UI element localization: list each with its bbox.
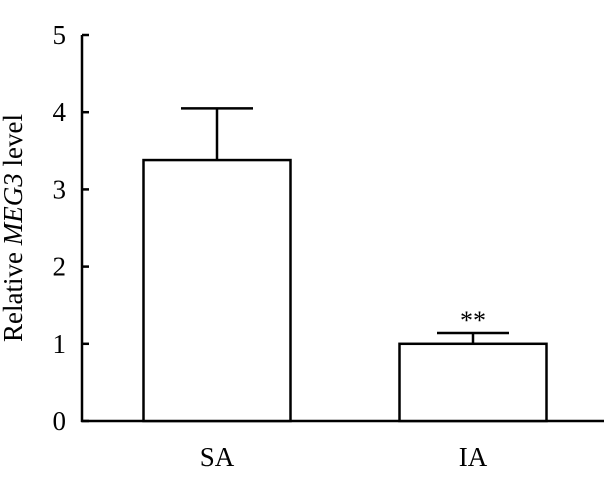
y-axis-title-gene: MEG3 [0, 173, 28, 246]
x-tick-label-ia: IA [459, 442, 488, 472]
x-tick-label-sa: SA [200, 442, 235, 472]
y-ticks: 0 1 2 3 4 5 [53, 20, 89, 436]
bar-ia [398, 342, 548, 423]
y-tick-label: 5 [53, 20, 67, 50]
y-tick-label: 4 [53, 97, 67, 127]
y-tick-label: 1 [53, 329, 67, 359]
x-tick-labels: SA IA [200, 442, 488, 472]
bars: ** [142, 107, 548, 423]
y-axis-title: Relative MEG3 level [0, 114, 28, 342]
y-tick-label: 0 [53, 406, 67, 436]
y-axis-title-prefix: Relative [0, 245, 28, 342]
bar-sa [142, 158, 292, 423]
y-tick-label: 2 [53, 252, 67, 282]
y-tick-label: 3 [53, 174, 67, 204]
y-axis-title-suffix: level [0, 114, 28, 173]
significance-marker: ** [460, 306, 486, 335]
